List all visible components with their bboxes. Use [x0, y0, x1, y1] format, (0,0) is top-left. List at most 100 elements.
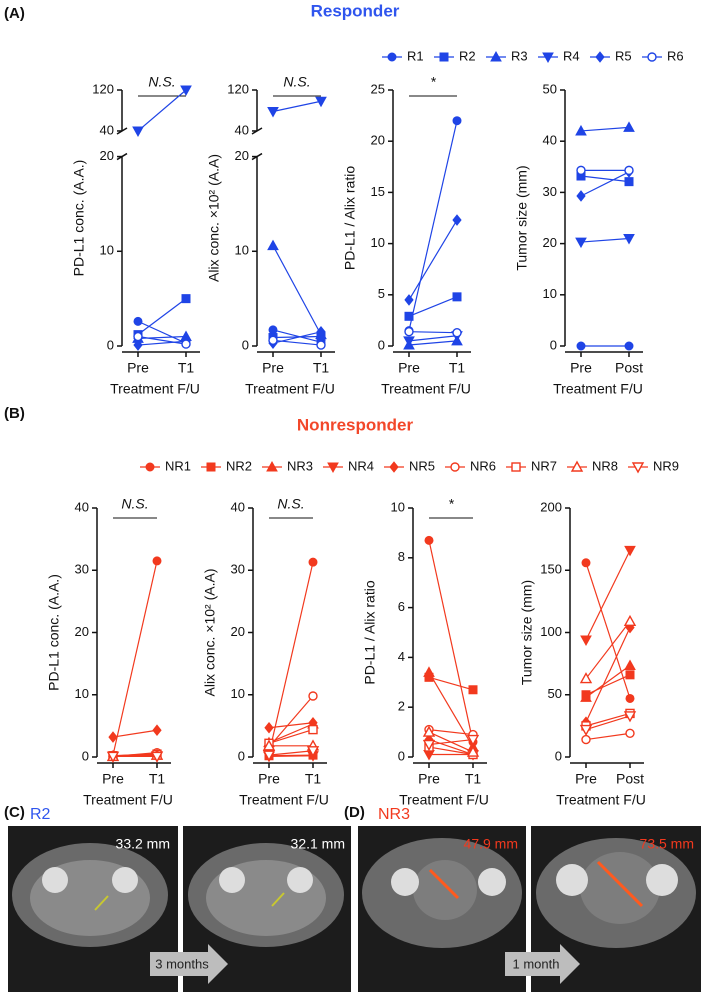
- marker: [404, 294, 414, 306]
- marker: [308, 557, 318, 567]
- y-tick-label: 40: [235, 122, 249, 137]
- series-line: [268, 750, 314, 756]
- marker: [452, 116, 462, 126]
- marker: [575, 124, 587, 136]
- marker: [576, 341, 586, 351]
- marker: [625, 670, 635, 680]
- y-tick-label: 20: [235, 148, 249, 163]
- marker: [262, 739, 276, 751]
- marker: [133, 331, 143, 342]
- legend-label: R2: [459, 48, 476, 63]
- series-line: [428, 676, 474, 691]
- marker: [308, 724, 318, 735]
- marker: [404, 311, 414, 321]
- y-axis-label: Alix conc. ×10² (A.A): [206, 154, 222, 282]
- x-tick-label: T1: [313, 360, 330, 376]
- y-tick-label: 40: [231, 499, 245, 514]
- marker: [575, 237, 587, 249]
- x-tick-label: Pre: [127, 360, 149, 376]
- marker: [403, 336, 415, 347]
- series-line: [428, 746, 474, 756]
- y-tick-label: 0: [107, 337, 114, 352]
- series-line: [585, 712, 631, 727]
- marker: [624, 545, 636, 557]
- y-tick-label: 40: [543, 133, 557, 148]
- y-tick-label: 30: [543, 184, 557, 199]
- y-tick-label: 10: [100, 243, 114, 258]
- legend-label: NR2: [226, 458, 252, 473]
- legend-label: R4: [563, 48, 580, 63]
- x-tick-label: Pre: [418, 771, 440, 787]
- marker: [452, 214, 462, 226]
- marker: [452, 292, 462, 302]
- marker: [595, 51, 605, 63]
- marker: [132, 126, 144, 137]
- x-tick-label: T1: [178, 360, 195, 376]
- series-line: [112, 560, 158, 756]
- marker: [262, 750, 276, 762]
- ct-measure: [428, 868, 460, 900]
- y-axis-label: PD-L1 / Alix ratio: [362, 580, 378, 684]
- marker: [267, 107, 279, 118]
- marker: [180, 85, 192, 97]
- panel-label: (A): [4, 5, 25, 22]
- marker: [150, 751, 164, 763]
- panel-label: (B): [4, 405, 25, 422]
- marker: [576, 190, 586, 202]
- x-tick-label: T1: [449, 360, 466, 376]
- marker: [327, 462, 339, 474]
- y-tick-label: 0: [242, 337, 249, 352]
- y-tick-label: 200: [540, 499, 562, 514]
- legend-label: NR1: [165, 458, 191, 473]
- marker: [152, 556, 162, 566]
- marker: [624, 165, 634, 176]
- y-tick-label: 150: [540, 562, 562, 577]
- x-tick-label: T1: [305, 771, 322, 787]
- marker: [206, 462, 216, 472]
- x-axis-label: Treatment F/U: [553, 381, 643, 397]
- marker: [267, 239, 279, 251]
- x-tick-label: Post: [615, 360, 643, 376]
- marker: [466, 734, 480, 747]
- marker: [625, 693, 635, 703]
- marker: [308, 691, 318, 701]
- series-line: [268, 755, 314, 757]
- significance-label: N.S.: [283, 74, 310, 90]
- marker: [579, 672, 593, 684]
- marker: [466, 745, 480, 757]
- series-line: [580, 126, 630, 132]
- series-line: [272, 245, 322, 335]
- y-tick-label: 5: [378, 286, 385, 301]
- legend-label: NR3: [287, 458, 313, 473]
- y-tick-label: 10: [75, 686, 89, 701]
- marker: [450, 462, 460, 472]
- series-line: [585, 674, 631, 696]
- x-tick-label: Pre: [262, 360, 284, 376]
- y-tick-label: 10: [235, 243, 249, 258]
- y-tick-label: 4: [398, 649, 405, 664]
- y-axis-label: Tumor size (mm): [519, 580, 535, 685]
- marker: [389, 461, 399, 473]
- y-tick-label: 40: [100, 122, 114, 137]
- marker: [439, 52, 449, 62]
- marker: [106, 751, 120, 763]
- marker: [623, 711, 637, 723]
- series-line: [272, 100, 322, 113]
- marker: [145, 462, 155, 472]
- legend-label: R5: [615, 48, 632, 63]
- marker: [579, 724, 593, 737]
- x-tick-label: T1: [465, 771, 482, 787]
- series-line: [268, 723, 314, 744]
- marker: [623, 121, 635, 132]
- y-axis-label: Tumor size (mm): [514, 165, 530, 270]
- ct-mass: [580, 852, 660, 924]
- y-tick-label: 20: [75, 624, 89, 639]
- ct-bone: [556, 864, 588, 896]
- significance-label: *: [448, 496, 454, 512]
- legend-label: R6: [667, 48, 684, 63]
- legend-label: NR7: [531, 458, 557, 473]
- series-line: [585, 715, 631, 731]
- y-tick-label: 20: [543, 235, 557, 250]
- y-axis-label: Alix conc. ×10² (A.A): [202, 569, 218, 697]
